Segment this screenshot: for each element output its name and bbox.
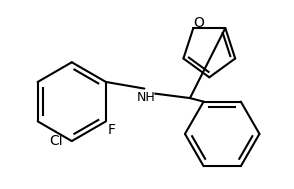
- Text: F: F: [108, 123, 116, 137]
- Text: NH: NH: [137, 91, 156, 104]
- Text: O: O: [193, 16, 204, 30]
- Text: Cl: Cl: [49, 134, 63, 148]
